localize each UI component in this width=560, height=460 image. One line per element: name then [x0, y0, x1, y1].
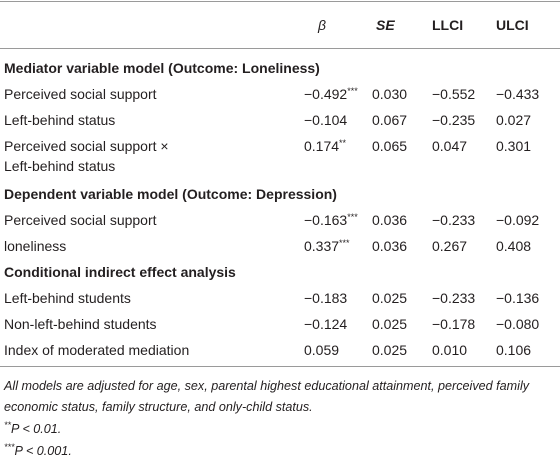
table-cell: −0.104: [304, 110, 347, 130]
table-cell: −0.235: [432, 110, 475, 130]
column-header: LLCI: [432, 17, 464, 33]
cell-value: −0.178: [432, 316, 476, 332]
cell-value: 0.408: [496, 238, 532, 254]
cell-value: −0.552: [432, 86, 476, 102]
table-cell: −0.552: [432, 84, 475, 104]
table-cell: 0.010: [432, 340, 467, 360]
row-label: Left-behind status: [4, 158, 116, 174]
table-cell: −0.233: [432, 288, 475, 308]
table-cell: −0.233: [432, 210, 475, 230]
row-label: Non-left-behind students: [4, 316, 157, 332]
cell-value: 0.010: [432, 342, 468, 358]
cell-value: 0.036: [372, 212, 408, 228]
cell-value: 0.025: [372, 316, 408, 332]
table-cell: 0.067: [372, 110, 407, 130]
cell-value: −0.233: [432, 290, 476, 306]
table-cell: 0.030: [372, 84, 407, 104]
significance-mark: ***: [339, 238, 350, 248]
section-title: Dependent variable model (Outcome: Depre…: [4, 186, 337, 202]
cell-value: 0.025: [372, 290, 408, 306]
table-cell: −0.183: [304, 288, 347, 308]
note-text: P < 0.01.: [11, 422, 62, 436]
cell-value: 0.036: [372, 238, 408, 254]
table-cell: −0.492***: [304, 84, 358, 104]
row-label: Perceived social support: [4, 86, 157, 102]
table-cell: 0.174**: [304, 136, 346, 156]
cell-value: 0.025: [372, 342, 408, 358]
table-note: **P < 0.01.: [4, 419, 556, 440]
table-cell: 0.059: [304, 340, 339, 360]
significance-mark: ***: [347, 212, 358, 222]
table-cell: −0.092: [496, 210, 539, 230]
table-cell: −0.136: [496, 288, 539, 308]
table-rule: [0, 1, 560, 2]
note-mark: ***: [4, 442, 15, 452]
note-mark: **: [4, 420, 12, 430]
table-cell: −0.080: [496, 314, 539, 334]
column-header: β: [318, 17, 326, 33]
table-cell: 0.036: [372, 210, 407, 230]
section-title: Conditional indirect effect analysis: [4, 264, 236, 280]
table-cell: 0.027: [496, 110, 531, 130]
row-label: Perceived social support: [4, 212, 157, 228]
cell-value: −0.235: [432, 112, 476, 128]
table-cell: 0.408: [496, 236, 531, 256]
table-cell: 0.036: [372, 236, 407, 256]
note-text: P < 0.001.: [14, 444, 72, 458]
cell-value: −0.433: [496, 86, 540, 102]
cell-value: 0.065: [372, 138, 408, 154]
row-label: Left-behind status: [4, 112, 116, 128]
cell-value: 0.027: [496, 112, 532, 128]
row-label: Perceived social support ×: [4, 138, 169, 154]
table-note: All models are adjusted for age, sex, pa…: [4, 376, 556, 418]
column-header: SE: [376, 17, 395, 33]
cell-value: 0.337: [304, 238, 340, 254]
cell-value: −0.124: [304, 316, 348, 332]
table-cell: 0.301: [496, 136, 531, 156]
significance-mark: **: [339, 138, 347, 148]
cell-value: −0.136: [496, 290, 540, 306]
table-cell: −0.178: [432, 314, 475, 334]
cell-value: 0.030: [372, 86, 408, 102]
table-cell: 0.337***: [304, 236, 350, 256]
cell-value: 0.267: [432, 238, 468, 254]
cell-value: −0.104: [304, 112, 348, 128]
row-label: Left-behind students: [4, 290, 131, 306]
table-note: ***P < 0.001.: [4, 441, 556, 460]
table-rule: [0, 48, 560, 49]
table-cell: 0.267: [432, 236, 467, 256]
table-cell: 0.065: [372, 136, 407, 156]
column-header: ULCI: [496, 17, 529, 33]
row-label: loneliness: [4, 238, 67, 254]
cell-value: −0.163: [304, 212, 348, 228]
cell-value: −0.080: [496, 316, 540, 332]
table-cell: 0.106: [496, 340, 531, 360]
cell-value: −0.183: [304, 290, 348, 306]
section-title: Mediator variable model (Outcome: Loneli…: [4, 60, 320, 76]
significance-mark: ***: [347, 86, 358, 96]
cell-value: 0.106: [496, 342, 532, 358]
cell-value: −0.092: [496, 212, 540, 228]
cell-value: 0.301: [496, 138, 532, 154]
table-cell: 0.025: [372, 340, 407, 360]
table-cell: 0.047: [432, 136, 467, 156]
table-cell: −0.124: [304, 314, 347, 334]
table-cell: 0.025: [372, 288, 407, 308]
cell-value: 0.067: [372, 112, 408, 128]
cell-value: 0.174: [304, 138, 340, 154]
cell-value: −0.492: [304, 86, 348, 102]
cell-value: 0.059: [304, 342, 340, 358]
note-text: All models are adjusted for age, sex, pa…: [4, 379, 530, 414]
table-cell: −0.163***: [304, 210, 358, 230]
table-rule: [0, 366, 560, 367]
row-label: Index of moderated mediation: [4, 342, 190, 358]
table-cell: 0.025: [372, 314, 407, 334]
cell-value: −0.233: [432, 212, 476, 228]
cell-value: 0.047: [432, 138, 468, 154]
table-cell: −0.433: [496, 84, 539, 104]
